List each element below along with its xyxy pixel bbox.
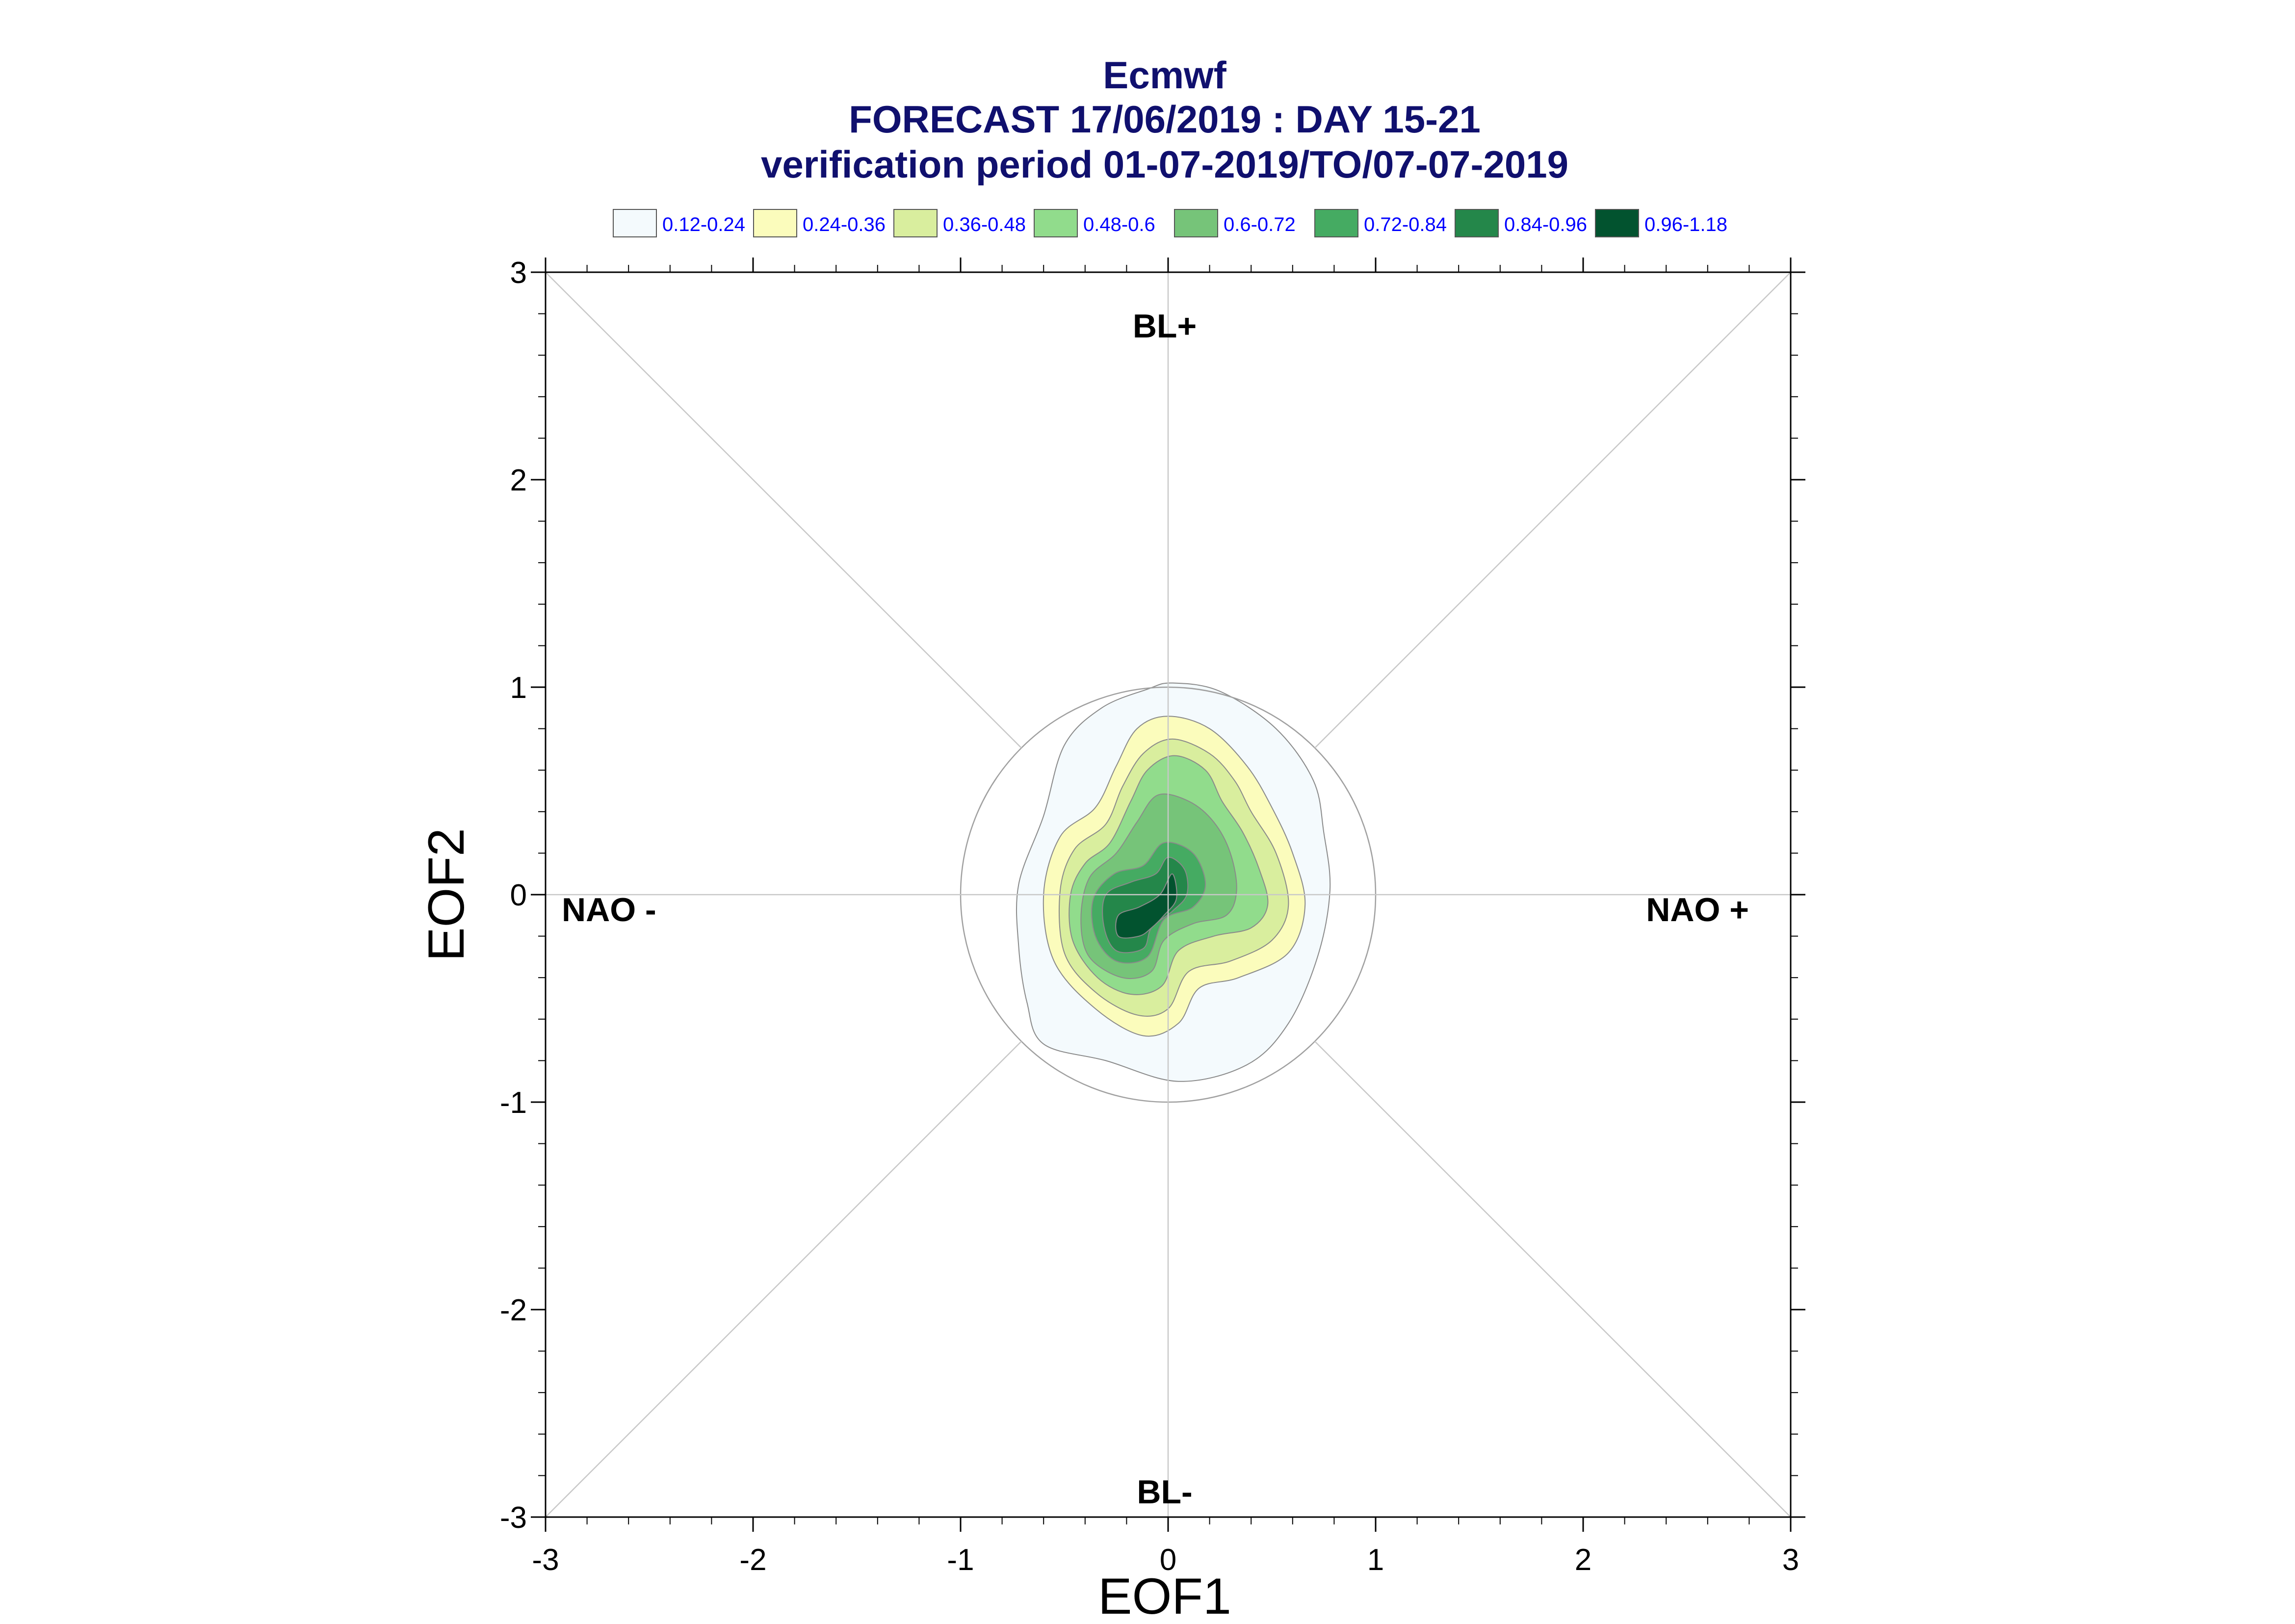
- y-tick-label: -1: [500, 1086, 527, 1120]
- x-tick-label: -3: [532, 1543, 559, 1577]
- legend-label: 0.96-1.18: [1644, 214, 1727, 235]
- title-line-3: verification period 01-07-2019/TO/07-07-…: [761, 143, 1568, 186]
- y-tick-label: 1: [510, 671, 527, 705]
- legend-label: 0.84-0.96: [1504, 214, 1587, 235]
- regime-label-left: NAO -: [562, 891, 656, 928]
- regime-label-bottom: BL-: [1137, 1473, 1192, 1511]
- legend-label: 0.48-0.6: [1083, 214, 1155, 235]
- legend-swatch: [893, 209, 938, 237]
- legend-label: 0.24-0.36: [803, 214, 886, 235]
- legend-swatch: [753, 209, 797, 237]
- title-line-2: FORECAST 17/06/2019 : DAY 15-21: [849, 98, 1481, 141]
- diagonal-line: [1314, 1041, 1791, 1518]
- legend-label: 0.72-0.84: [1364, 214, 1447, 235]
- x-tick-label: 3: [1782, 1543, 1799, 1577]
- legend-swatch: [1595, 209, 1639, 237]
- y-tick-label: 0: [510, 878, 527, 912]
- density-contours: [1016, 682, 1331, 1082]
- legend-label: 0.36-0.48: [943, 214, 1026, 235]
- legend-label: 0.6-0.72: [1224, 214, 1296, 235]
- x-tick-label: -2: [739, 1543, 766, 1577]
- y-tick-label: -3: [500, 1501, 527, 1535]
- regime-label-top: BL+: [1133, 308, 1197, 345]
- plot-area: -3 -2 -1 0 1 2 3 -3 -2 -1 0 1 2 3: [500, 256, 1805, 1577]
- legend-swatch: [1034, 209, 1078, 237]
- diagonal-line: [545, 272, 1022, 748]
- chart-title: Ecmwf FORECAST 17/06/2019 : DAY 15-21 ve…: [761, 53, 1568, 186]
- x-tick-label: 1: [1367, 1543, 1384, 1577]
- title-line-1: Ecmwf: [1103, 53, 1226, 97]
- legend-swatch: [613, 209, 657, 237]
- x-tick-label: 0: [1160, 1543, 1176, 1577]
- axis-ticks: -3 -2 -1 0 1 2 3 -3 -2 -1 0 1 2 3: [500, 256, 1805, 1577]
- y-tick-label: 3: [510, 256, 527, 290]
- legend: 0.12-0.24 0.24-0.36 0.36-0.48 0.48-0.6 0.6-0…: [613, 209, 1727, 237]
- y-tick-label: -2: [500, 1293, 527, 1327]
- diagonal-line: [1314, 272, 1791, 748]
- diagonal-line: [545, 1041, 1022, 1518]
- legend-swatch: [1455, 209, 1499, 237]
- regime-label-right: NAO +: [1646, 891, 1749, 928]
- y-axis-title: EOF2: [418, 828, 475, 961]
- x-tick-label: -1: [947, 1543, 974, 1577]
- density-contour: [1115, 873, 1177, 939]
- y-tick-label: 2: [510, 464, 527, 497]
- legend-swatch: [1174, 209, 1218, 237]
- legend-label: 0.12-0.24: [662, 214, 745, 235]
- guide-lines: [545, 272, 1791, 1518]
- x-tick-label: 2: [1575, 1543, 1591, 1577]
- legend-swatch: [1314, 209, 1358, 237]
- x-axis-title: EOF1: [1098, 1568, 1231, 1624]
